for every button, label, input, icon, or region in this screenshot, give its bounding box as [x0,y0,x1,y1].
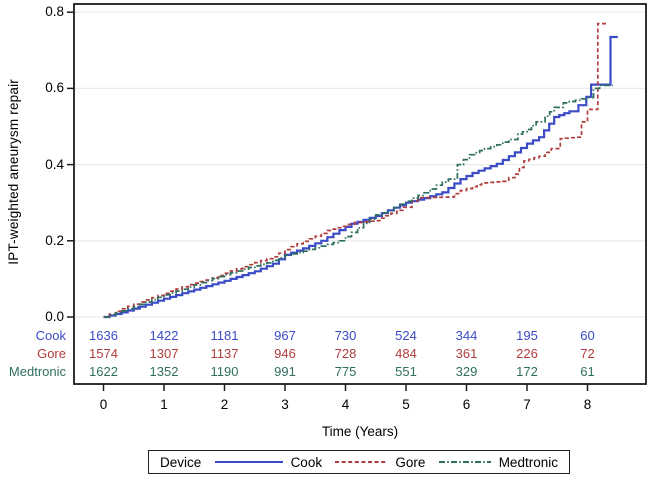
risk-row-label-gore: Gore [37,346,66,361]
x-tick-label: 6 [462,397,471,412]
risk-count: 1622 [89,364,118,379]
y-tick-label: 0.6 [45,80,64,96]
x-tick-label: 1 [160,397,168,412]
axis-tick-marks [67,11,589,391]
curve-medtronic [103,84,613,318]
legend-line-sample-gore [335,461,388,463]
y-axis-label-text: IPT-weighted aneurysm repair [5,79,21,265]
risk-count: 1181 [210,328,239,343]
legend-title: Device [160,454,202,470]
legend-item-medtronic: Medtronic [438,454,558,470]
risk-count: 775 [334,364,357,379]
risk-count: 524 [395,328,417,343]
legend-line-sample-cook [214,461,283,463]
y-tick-label: 0.0 [45,309,64,324]
x-tick-label: 3 [281,397,289,412]
x-tick-label: 7 [523,397,531,412]
risk-count: 730 [334,328,357,343]
risk-count: 61 [580,364,595,379]
x-tick-label: 5 [402,397,410,412]
risk-count: 1352 [149,364,179,379]
survival-curves [103,22,618,319]
risk-count: 1636 [89,328,118,343]
legend-item-cook: Cook [214,454,323,470]
curve-cook [103,35,618,319]
x-tick-label: 8 [583,397,592,412]
risk-count: 226 [516,346,538,361]
risk-count: 361 [455,346,478,361]
risk-count: 195 [516,328,538,343]
risk-count: 1422 [149,328,179,343]
x-tick-label: 4 [341,397,350,412]
risk-row-label-medtronic: Medtronic [8,364,66,379]
risk-row-label-cook: Cook [35,328,66,343]
x-tick-label: 2 [220,397,229,412]
risk-count: 1190 [210,364,239,379]
risk-count: 329 [455,364,478,379]
plot-area-svg [67,3,647,391]
y-tick-label: 0.4 [45,156,64,172]
risk-count: 1574 [89,346,118,361]
risk-count: 967 [274,328,296,343]
legend-label-medtronic: Medtronic [498,454,558,470]
x-tick-label: 0 [99,397,108,412]
legend-line-sample-medtronic [438,461,491,463]
risk-count: 551 [395,364,417,379]
legend-label-gore: Gore [395,454,426,470]
legend: Device Cook Gore Medtronic [148,450,570,474]
legend-label-cook: Cook [290,454,323,470]
risk-count: 172 [516,364,538,379]
risk-count: 991 [274,364,296,379]
risk-count: 1307 [149,346,179,361]
x-axis-title: Time (Years) [321,424,399,439]
y-tick-label: 0.2 [45,232,64,248]
gridlines [74,11,646,318]
y-tick-label: 0.8 [45,4,64,20]
risk-count: 484 [395,346,417,361]
risk-count: 946 [274,346,296,361]
y-axis-label: IPT-weighted aneurysm repair [2,22,24,322]
legend-item-gore: Gore [335,455,425,470]
risk-count: 728 [334,346,357,361]
risk-count: 344 [455,328,478,343]
risk-count: 72 [580,346,595,361]
risk-count: 1137 [210,346,239,361]
curve-gore [103,22,608,318]
plot-border [73,3,647,385]
risk-count: 60 [580,328,595,343]
